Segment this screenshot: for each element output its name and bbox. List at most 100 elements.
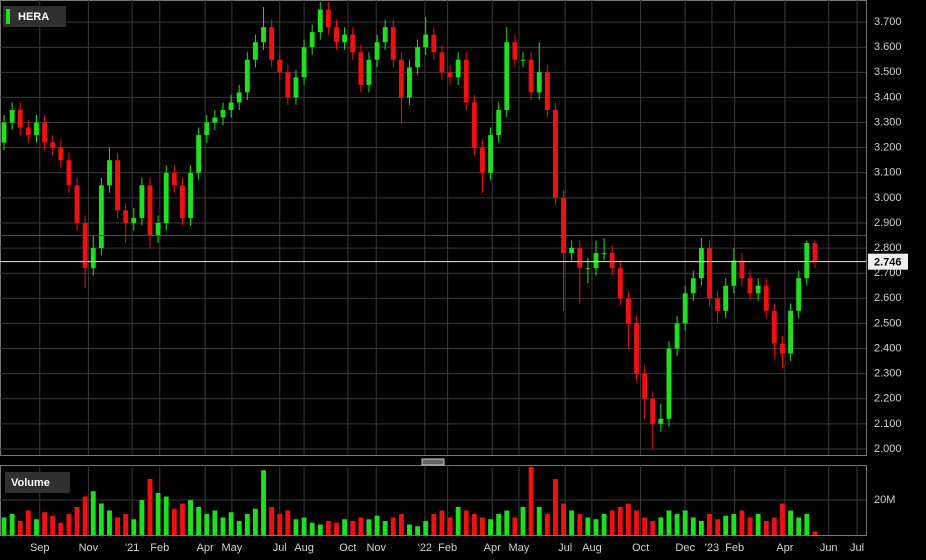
volume-bar	[407, 524, 412, 535]
volume-bar	[771, 517, 777, 535]
candle-body	[309, 32, 315, 48]
volume-bar	[439, 510, 445, 535]
candle-body	[42, 122, 48, 143]
volume-bar	[634, 510, 639, 535]
x-tick-label: Jul	[850, 542, 864, 554]
volume-bar	[74, 507, 80, 535]
candle-body	[634, 323, 639, 374]
candle-body	[512, 42, 518, 60]
volume-bar	[682, 510, 688, 535]
candle-body	[715, 298, 721, 311]
price-panel	[0, 0, 867, 456]
x-tick-label: Aug	[582, 542, 602, 554]
y-tick-label: 3.700	[874, 16, 902, 28]
candle-body	[58, 147, 64, 161]
volume-bar	[196, 507, 202, 535]
candle-body	[788, 310, 794, 354]
x-tick-label: Jun	[820, 542, 838, 554]
x-tick-label: Feb	[150, 542, 169, 554]
volume-bar	[512, 517, 518, 535]
volume-bar	[431, 514, 437, 535]
candle-body	[407, 67, 412, 98]
volume-bar	[690, 517, 696, 535]
candle-body	[155, 222, 161, 236]
x-tick-label: Apr	[484, 542, 501, 554]
y-tick-label: 3.600	[874, 41, 902, 53]
volume-bar	[780, 503, 785, 535]
volume-bar	[366, 519, 372, 535]
volume-bar	[107, 510, 112, 535]
volume-bar	[577, 514, 583, 535]
candle-body	[674, 323, 680, 349]
volume-bar	[763, 521, 769, 535]
y-tick-label: 3.000	[874, 192, 902, 204]
candle-body	[334, 27, 339, 43]
volume-bar	[252, 508, 258, 535]
volume-bar	[25, 510, 31, 535]
y-tick-label: 3.300	[874, 116, 902, 128]
volume-bar	[796, 517, 802, 535]
volume-bar	[285, 510, 291, 535]
candle-body	[577, 248, 583, 269]
x-tick-label: Oct	[339, 542, 356, 554]
x-tick-label: Aug	[294, 542, 314, 554]
candle-body	[317, 9, 323, 33]
y-tick-label: 2.300	[874, 368, 902, 380]
candle-body	[723, 285, 729, 311]
volume-bar	[147, 479, 153, 535]
candle-body	[642, 373, 648, 399]
candle-body	[423, 34, 429, 48]
x-tick-label: '21	[125, 542, 139, 554]
volume-bar	[415, 526, 421, 535]
candle-body	[804, 243, 810, 279]
candle-body	[123, 210, 129, 223]
x-tick-label: Sep	[30, 542, 50, 554]
volume-bar	[277, 514, 283, 535]
volume-bar	[463, 510, 469, 535]
volume-bar	[601, 514, 607, 535]
volume-bar	[90, 491, 96, 535]
candle-body	[366, 59, 372, 85]
candle-body	[236, 92, 242, 103]
x-tick-label: Dec	[675, 542, 695, 554]
candle-body	[74, 185, 80, 223]
candle-body	[1, 122, 7, 143]
volume-bar	[650, 521, 656, 535]
title-swatch	[6, 9, 10, 24]
candle-body	[471, 102, 477, 148]
candle-body	[463, 59, 469, 103]
volume-bar	[788, 510, 794, 535]
volume-bar	[625, 503, 631, 535]
x-tick-label: Jul	[558, 542, 572, 554]
volume-bar	[163, 496, 169, 535]
volume-bar	[698, 521, 704, 535]
volume-bar	[58, 522, 64, 535]
candle-body	[553, 109, 558, 198]
volume-bar	[220, 517, 226, 535]
candle-body	[163, 172, 169, 223]
candle-body	[252, 42, 258, 60]
candle-body	[139, 185, 145, 218]
volume-bar	[585, 517, 591, 535]
volume-bar	[747, 517, 753, 535]
candle-body	[504, 42, 510, 110]
volume-bar	[309, 522, 315, 535]
volume-bar	[123, 514, 129, 535]
volume-bar	[455, 507, 461, 535]
candle-body	[747, 278, 753, 294]
panel-divider[interactable]	[421, 458, 445, 466]
candle-body	[698, 248, 704, 279]
candle-body	[480, 147, 485, 173]
volume-bar	[34, 519, 39, 535]
x-tick-label: Nov	[366, 542, 386, 554]
volume-bar	[609, 510, 615, 535]
volume-bar	[42, 512, 48, 535]
volume-bar	[674, 514, 680, 535]
candle-body	[812, 243, 818, 262]
volume-bar	[66, 514, 72, 535]
candle-body	[561, 197, 566, 254]
volume-title: Volume	[11, 477, 50, 489]
candle-body	[188, 172, 193, 218]
last-price-box	[868, 253, 908, 270]
volume-bar	[480, 517, 485, 535]
